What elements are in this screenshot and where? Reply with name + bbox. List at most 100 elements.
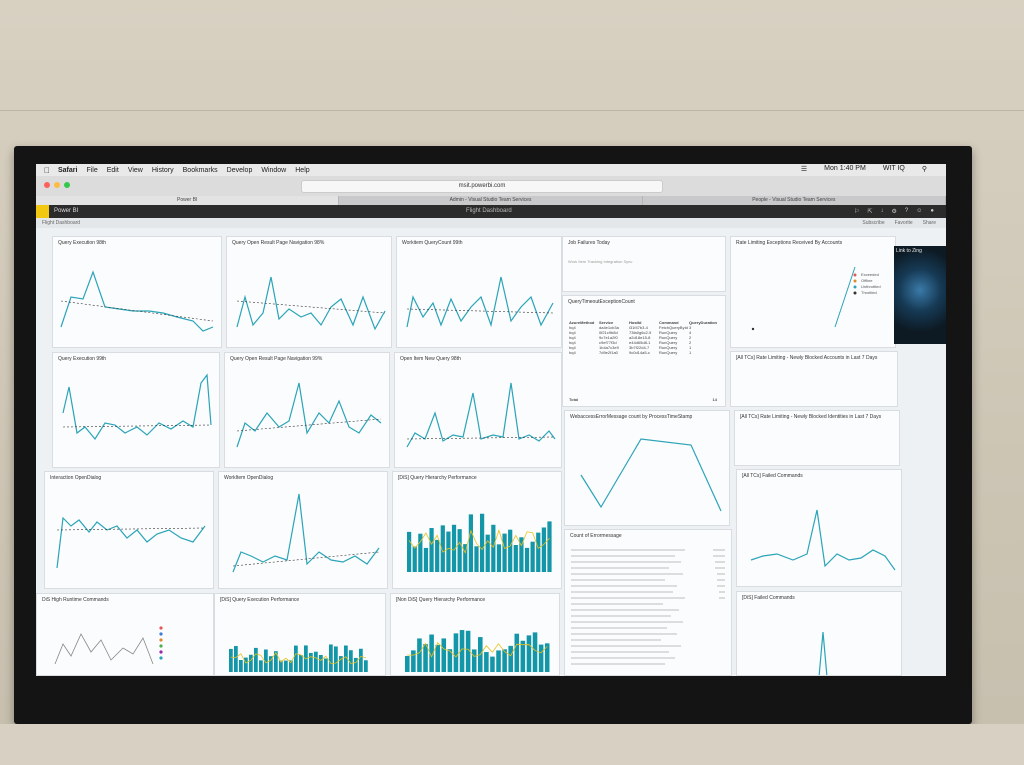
favorite-button[interactable]: Favorite	[894, 220, 913, 226]
bar	[513, 545, 518, 572]
tile-workitem-querycount[interactable]: Workitem QueryCount 99th	[396, 236, 562, 348]
bar	[429, 528, 434, 572]
tile-failed-commands[interactable]: [All TCs] Failed Commands	[736, 469, 902, 587]
menu-help[interactable]: Help	[289, 166, 309, 174]
bar	[485, 534, 490, 572]
bar	[541, 527, 546, 572]
expand-icon[interactable]: ⇱	[867, 209, 873, 215]
tile-title: Query Open Result Page Navigation 98%	[232, 240, 325, 246]
tile-title: WorkItem OpenDialog	[224, 475, 274, 481]
tile-dis-failed-commands[interactable]: [DiS] Failed Commands	[736, 591, 902, 676]
bar	[339, 656, 343, 672]
tile-title: [Non DiS] Query Hierarchy Performance	[396, 597, 486, 603]
tile-job-failures[interactable]: Job Failures Today Work Item Tracking In…	[562, 236, 726, 292]
bar	[239, 660, 243, 672]
subscribe-button[interactable]: Subscribe	[862, 220, 885, 226]
download-icon[interactable]: ↓	[880, 208, 884, 214]
menu-develop[interactable]: Develop	[220, 166, 253, 174]
bar	[490, 656, 495, 672]
bar	[447, 649, 453, 672]
bar	[314, 651, 318, 672]
bar	[359, 648, 363, 672]
line-chart	[60, 270, 214, 332]
clock[interactable]: Mon 1:40 PM	[824, 165, 866, 172]
menu-view[interactable]: View	[121, 166, 143, 174]
bar	[524, 547, 530, 572]
tile-newly-blocked-identities[interactable]: [All TCs] Rate Limiting - Newly Blocked …	[734, 410, 900, 466]
table-row: hq4 1b4a7c3e9 3b7f22d4-7 RunQuery 1	[569, 345, 692, 350]
bar-chart	[407, 513, 552, 572]
tile-open-item-new-query[interactable]: Open Item New Query 98th	[394, 352, 562, 468]
bar	[491, 524, 496, 572]
menu-bookmarks[interactable]: Bookmarks	[176, 166, 218, 174]
close-icon[interactable]	[44, 182, 50, 188]
bar	[538, 644, 544, 672]
bar	[334, 646, 338, 672]
wifi-icon[interactable]: ☰	[800, 166, 808, 173]
tile-query-open-99[interactable]: Query Open Result Page Navigation 99%	[224, 352, 390, 468]
menu-history[interactable]: History	[145, 166, 174, 174]
bar	[429, 634, 434, 672]
line-chart	[232, 493, 380, 573]
bar	[474, 546, 479, 572]
tile-query-execution-99[interactable]: Query Execution 99th	[52, 352, 220, 468]
bar	[471, 649, 477, 672]
tile-query-execution-98[interactable]: Query Execution 98th	[52, 236, 222, 348]
tile-link-to-zing[interactable]: Link to Zing	[894, 246, 946, 344]
series-line	[407, 641, 548, 658]
menu-app[interactable]: Safari	[52, 166, 77, 174]
tile-interaction-opendialog[interactable]: Interaction OpenDialog	[44, 471, 214, 589]
share-button[interactable]: Share	[922, 220, 936, 226]
avatar[interactable]: ●	[930, 208, 934, 214]
notifications-icon[interactable]: ⚐	[854, 209, 860, 215]
tile-dis-high-runtime[interactable]: DiS High Runtime Commands	[36, 593, 214, 676]
tile-query-open-98[interactable]: Query Open Result Page Navigation 98%	[226, 236, 392, 348]
line-chart	[236, 276, 386, 331]
bar	[496, 544, 502, 572]
menu-file[interactable]: File	[80, 166, 97, 174]
line-chart	[62, 373, 212, 441]
bar-chart	[229, 644, 368, 672]
tile-dis-query-hierarchy[interactable]: [DiS] Query Hierarchy Performance	[392, 471, 562, 589]
settings-icon[interactable]: ⚙	[891, 209, 897, 215]
app-launcher-icon[interactable]	[36, 205, 49, 218]
powerbi-brand[interactable]: Power BI	[54, 208, 79, 214]
tab-vsts-admin[interactable]: Admin - Visual Studio Team Services	[339, 196, 643, 205]
tile-query-timeout[interactable]: QueryTimeoutExceptionCount AzureMethod Se…	[562, 295, 726, 407]
tile-rate-limiting-exceptions[interactable]: Rate Limiting Exceptions Received By Acc…	[730, 236, 896, 348]
user-name[interactable]: WIT IQ	[882, 165, 905, 172]
tile-title: DiS High Runtime Commands	[42, 597, 109, 603]
menu-edit[interactable]: Edit	[100, 166, 119, 174]
table-total: 14	[712, 397, 717, 402]
tile-newly-blocked-accounts[interactable]: [All TCs] Rate Limiting - Newly Blocked …	[730, 351, 898, 407]
bar	[417, 638, 422, 672]
line-chart	[580, 438, 722, 512]
table-row: hq4 0f21c9b8d 73fa0g6c2-9 RunQuery 4	[569, 330, 692, 335]
menu-window[interactable]: Window	[255, 166, 286, 174]
bar	[294, 645, 298, 672]
help-icon[interactable]: ?	[904, 208, 909, 214]
bar	[269, 656, 273, 672]
feedback-icon[interactable]: ☺	[916, 208, 923, 214]
maximize-icon[interactable]	[64, 182, 70, 188]
line-chart	[406, 276, 554, 328]
tab-powerbi[interactable]: Power BI	[36, 196, 340, 205]
bar	[463, 544, 468, 572]
bar-chart	[405, 630, 550, 672]
address-bar[interactable]: msit.powerbi.com	[301, 180, 663, 193]
minimize-icon[interactable]	[54, 182, 60, 188]
tile-workitem-opendialog[interactable]: WorkItem OpenDialog	[218, 471, 388, 589]
bar	[457, 529, 462, 572]
table-row: hq4 7d9e2f1a0 9c0d14a5-c RunQuery 1	[569, 350, 692, 355]
bar	[435, 644, 440, 672]
tile-count-errormessage[interactable]: Count of Errormessage	[564, 529, 732, 676]
tile-webaccess-error[interactable]: WebaccessErrorMessage count by ProcessTi…	[564, 410, 730, 526]
tab-vsts-people[interactable]: People - Visual Studio Team Services	[643, 196, 946, 205]
monitor-screen:  Safari File Edit View History Bookmark…	[36, 164, 946, 676]
tile-dis-query-execution-perf[interactable]: [DiS] Query Execution Performance	[214, 593, 386, 676]
search-icon[interactable]: ⚲	[921, 166, 927, 173]
bar	[229, 648, 233, 672]
tile-nondis-query-hierarchy[interactable]: [Non DiS] Query Hierarchy Performance	[390, 593, 560, 676]
bar	[412, 546, 417, 572]
apple-icon[interactable]: 	[44, 166, 50, 175]
